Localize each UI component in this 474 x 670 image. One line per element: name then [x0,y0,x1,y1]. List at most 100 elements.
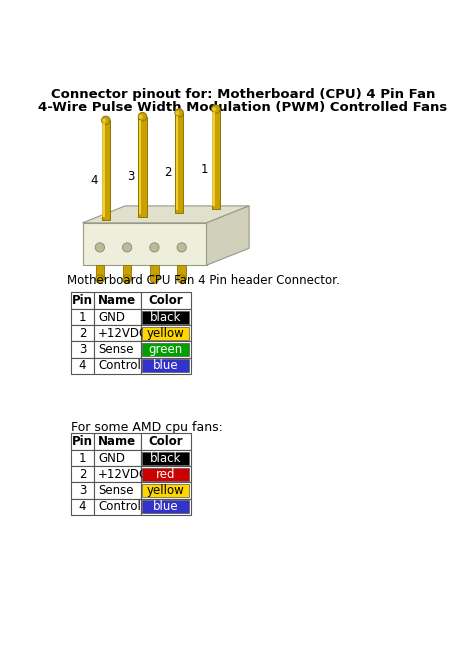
Bar [141,482,191,498]
Bar [94,466,141,482]
Text: 3: 3 [79,484,86,497]
Bar [71,482,94,498]
Bar [94,498,141,515]
Text: Color: Color [148,294,183,307]
Circle shape [150,275,159,283]
Text: Name: Name [98,294,137,307]
Text: green: green [149,343,183,356]
Text: For some AMD cpu fans:: For some AMD cpu fans: [71,421,223,433]
Bar [123,265,131,279]
Text: blue: blue [153,359,179,372]
Text: 2: 2 [164,166,172,180]
Text: 1: 1 [79,452,86,464]
Text: 2: 2 [79,468,86,481]
Text: 3: 3 [128,170,135,183]
Bar [71,433,94,450]
Bar [142,500,190,513]
Bar [141,325,191,342]
Text: black: black [150,452,182,464]
Bar [142,452,190,464]
Circle shape [212,107,216,111]
Bar [71,342,94,358]
Polygon shape [82,223,207,265]
Circle shape [101,116,110,125]
Bar [141,450,191,466]
Bar [94,358,141,374]
Text: GND: GND [98,311,125,324]
Bar [94,433,141,450]
Text: 4-Wire Pulse Width Modulation (PWM) Controlled Fans: 4-Wire Pulse Width Modulation (PWM) Cont… [38,101,447,114]
Text: Pin: Pin [72,294,93,307]
Text: +12VDC: +12VDC [98,327,148,340]
Text: 2: 2 [79,327,86,340]
Text: Name: Name [98,435,137,448]
Bar [71,466,94,482]
Bar [141,358,191,374]
Bar [211,109,220,209]
Bar [71,358,94,374]
Bar [142,468,190,481]
Bar [141,292,191,309]
Bar [101,121,110,220]
Bar [71,325,94,342]
Bar [94,325,141,342]
Text: blue: blue [153,500,179,513]
Circle shape [102,119,106,123]
Text: yellow: yellow [147,327,185,340]
Circle shape [96,275,104,283]
Bar [71,292,94,309]
Circle shape [139,115,143,119]
Text: 1: 1 [79,311,86,324]
Circle shape [122,243,132,252]
Bar [142,359,190,373]
Circle shape [211,105,220,113]
Text: black: black [150,311,182,324]
Text: Sense: Sense [98,484,134,497]
Text: red: red [156,468,175,481]
Polygon shape [207,206,249,265]
Text: Pin: Pin [72,435,93,448]
Text: 4: 4 [79,359,86,372]
Bar [71,450,94,466]
Bar [142,311,190,324]
Polygon shape [82,206,249,223]
Bar [96,265,104,279]
Text: 1: 1 [201,163,208,176]
Circle shape [175,109,183,117]
Bar [176,116,178,210]
Bar [150,265,159,279]
Bar [71,498,94,515]
Text: Motherboard CPU Fan 4 Pin header Connector.: Motherboard CPU Fan 4 Pin header Connect… [67,275,340,287]
Text: Control: Control [98,500,141,513]
Bar [175,113,183,213]
Bar [94,309,141,325]
Bar [141,498,191,515]
Bar [141,433,191,450]
Bar [138,117,147,217]
Bar [141,309,191,325]
Bar [102,123,105,217]
Bar [94,450,141,466]
Bar [141,466,191,482]
Bar [94,482,141,498]
Text: 3: 3 [79,343,86,356]
Bar [142,484,190,497]
Circle shape [175,111,180,115]
Bar [139,120,141,214]
Circle shape [123,275,131,283]
Bar [94,292,141,309]
Text: Color: Color [148,435,183,448]
Bar [141,342,191,358]
Text: 4: 4 [91,174,98,187]
Text: Connector pinout for: Motherboard (CPU) 4 Pin Fan: Connector pinout for: Motherboard (CPU) … [51,88,435,101]
Circle shape [95,243,104,252]
Circle shape [177,243,186,252]
Circle shape [150,243,159,252]
Text: 4: 4 [79,500,86,513]
Bar [177,265,186,279]
Circle shape [177,275,186,283]
Text: yellow: yellow [147,484,185,497]
Circle shape [138,113,147,121]
Bar [212,113,215,206]
Text: +12VDC: +12VDC [98,468,148,481]
